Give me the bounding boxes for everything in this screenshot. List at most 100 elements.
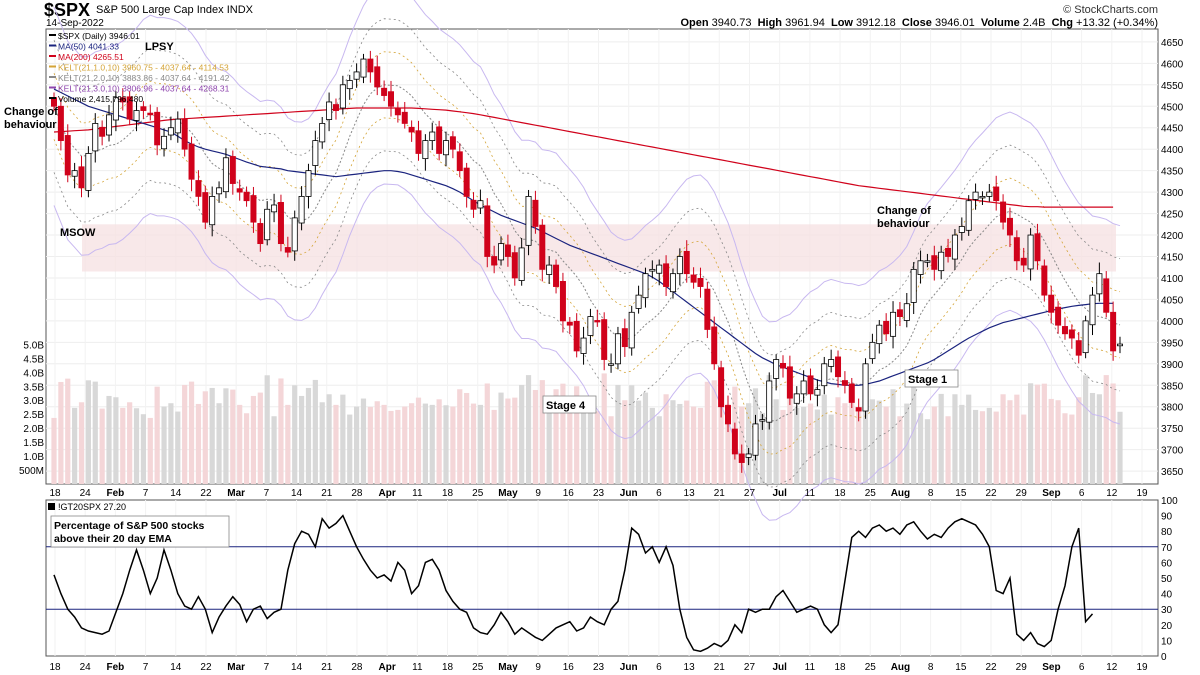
volume-bar [945,416,951,484]
price-tick-label: 4000 [1161,317,1184,328]
candle-body [57,105,64,142]
date-tick-label: Feb [106,488,124,499]
candle-body [119,97,126,103]
date-tick-label: 18 [49,488,61,499]
indicator-note-text: above their 20 day EMA [54,533,172,545]
volume-bar [938,393,944,484]
volume-bar [175,411,181,484]
volume-bar [72,407,78,484]
candle-body [669,273,676,293]
candle-body [415,130,422,154]
ma50-line [53,88,1114,386]
candle-body [835,356,842,378]
chart-date: 14-Sep-2022 [46,18,104,29]
date-tick-label: Mar [227,488,245,499]
candle-body [972,191,979,200]
date-tick-label: Sep [1042,488,1060,499]
candle-body [903,303,910,321]
date-tick-label: 12 [1106,488,1118,499]
candle-body [443,140,450,156]
volume-bar [154,386,160,484]
date-tick-label: 6 [1079,488,1085,499]
volume-bar [374,401,380,484]
volume-bar [801,406,807,484]
candle-body [855,407,862,412]
indicator-tick-label: 20 [1161,621,1173,632]
date-tick-label: 18 [49,662,61,673]
candle-body [298,196,305,224]
candle-body [332,104,339,111]
candle-body [243,191,250,202]
candle-body [532,199,539,227]
candle-body [1048,294,1055,313]
legend-item: Volume 2,415,796,480 [58,94,143,104]
change-label: Chg [1051,17,1073,29]
volume-bar [539,380,545,484]
candle-body [422,140,429,160]
date-tick-label: Jun [620,488,638,499]
candle-body [291,217,298,252]
candle-body [271,204,278,213]
legend-item: KELT(21,2.0,10) 3883.86 - 4037.64 - 4191… [58,73,230,83]
candle-body [326,101,333,120]
volume-bar [422,403,428,484]
indicator-tick-label: 70 [1161,543,1173,554]
volume-bar [195,403,202,484]
stockcharts-logo: © StockCharts.com [1063,4,1158,16]
date-tick-label: 11 [805,662,816,673]
candle-body [408,126,415,133]
date-tick-label: 28 [351,662,363,673]
price-tick-label: 3650 [1161,467,1184,478]
candle-body [147,112,154,116]
candle-body [993,186,1000,202]
high-value: 3961.94 [785,17,825,29]
indicator-panel-frame [45,499,1159,657]
candle-body [793,393,800,404]
candle-body [731,428,738,455]
candle-body [828,359,835,367]
candle-body [724,405,731,425]
volume-bar [140,414,147,484]
volume-bar [450,406,456,484]
date-tick-label: 29 [1016,488,1028,499]
candle-body [1061,326,1068,335]
volume-bar [842,403,848,484]
date-tick-label: 7 [264,662,270,673]
date-tick-label: 7 [143,662,149,673]
volume-bar [319,402,325,484]
candle-body [374,66,381,88]
volume-bar [1089,392,1096,484]
volume-bar [402,406,408,484]
axis-labels: 4650 4600 4550 4500 4450 4400 4350 4300 4250 4200… [19,38,1184,673]
candle-body [1075,340,1082,356]
candle-body [945,247,952,257]
date-tick-label: 9 [535,488,541,499]
volume-bar [828,414,834,484]
volume-tick-label: 5.0B [23,340,44,351]
volume-bar [491,409,497,484]
date-tick-label: 8 [928,488,934,499]
volume-bar [340,394,346,484]
date-tick-label: Feb [106,662,124,673]
candle-body [277,202,284,245]
price-tick-label: 4250 [1161,210,1184,221]
volume-bar [326,394,332,484]
candle-body [154,111,161,146]
date-tick-label: 21 [714,488,726,499]
price-tick-label: 3950 [1161,338,1184,349]
price-tick-label: 4550 [1161,81,1184,92]
date-tick-label: Jun [620,662,638,673]
candle-body [546,264,553,275]
volume-tick-label: 4.5B [23,354,44,365]
volume-bar [395,409,401,484]
volume-value: 2.4B [1022,17,1046,29]
candlesticks [51,50,1124,473]
candle-body [436,126,443,154]
candle-body [580,337,587,354]
candle-body [883,320,890,335]
volume-tick-label: 4.0B [23,368,44,379]
candle-body [697,277,704,287]
volume-bar [1000,394,1006,484]
